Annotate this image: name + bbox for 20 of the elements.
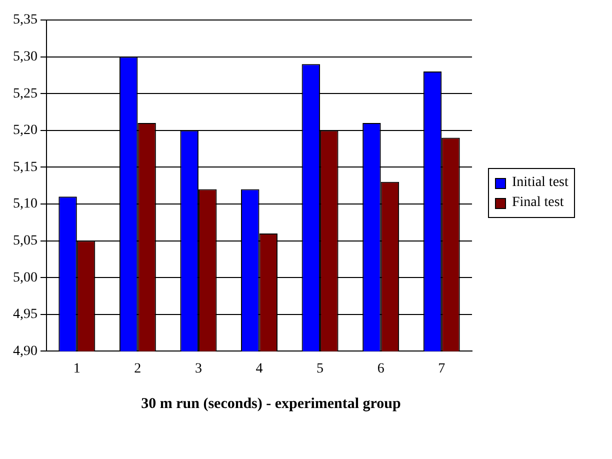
x-tick-label: 6 bbox=[377, 361, 384, 376]
x-tick-label: 1 bbox=[73, 361, 80, 376]
x-tick-label: 5 bbox=[316, 361, 324, 376]
y-tick-label: 5,25 bbox=[13, 86, 38, 102]
y-tick-label: 4,95 bbox=[13, 307, 38, 322]
y-tick-label: 5,05 bbox=[13, 233, 38, 248]
y-tick-label: 5,00 bbox=[13, 270, 38, 286]
y-tick-label: 5,10 bbox=[13, 196, 38, 212]
x-tick-label: 2 bbox=[134, 361, 142, 376]
y-tick-label: 4,90 bbox=[13, 344, 38, 359]
x-tick-label: 3 bbox=[194, 361, 202, 376]
legend-label: Final test bbox=[512, 194, 564, 212]
y-tick-label: 5,20 bbox=[13, 123, 38, 138]
y-tick-label: 5,15 bbox=[13, 160, 38, 175]
x-axis-title: 30 m run (seconds) - experimental group bbox=[140, 396, 402, 413]
legend-label: Initial test bbox=[512, 174, 568, 192]
x-tick-label: 7 bbox=[438, 361, 446, 376]
x-tick-label: 4 bbox=[256, 361, 263, 376]
y-tick-label: 5,30 bbox=[13, 49, 38, 64]
y-tick-label: 5,35 bbox=[13, 12, 38, 28]
